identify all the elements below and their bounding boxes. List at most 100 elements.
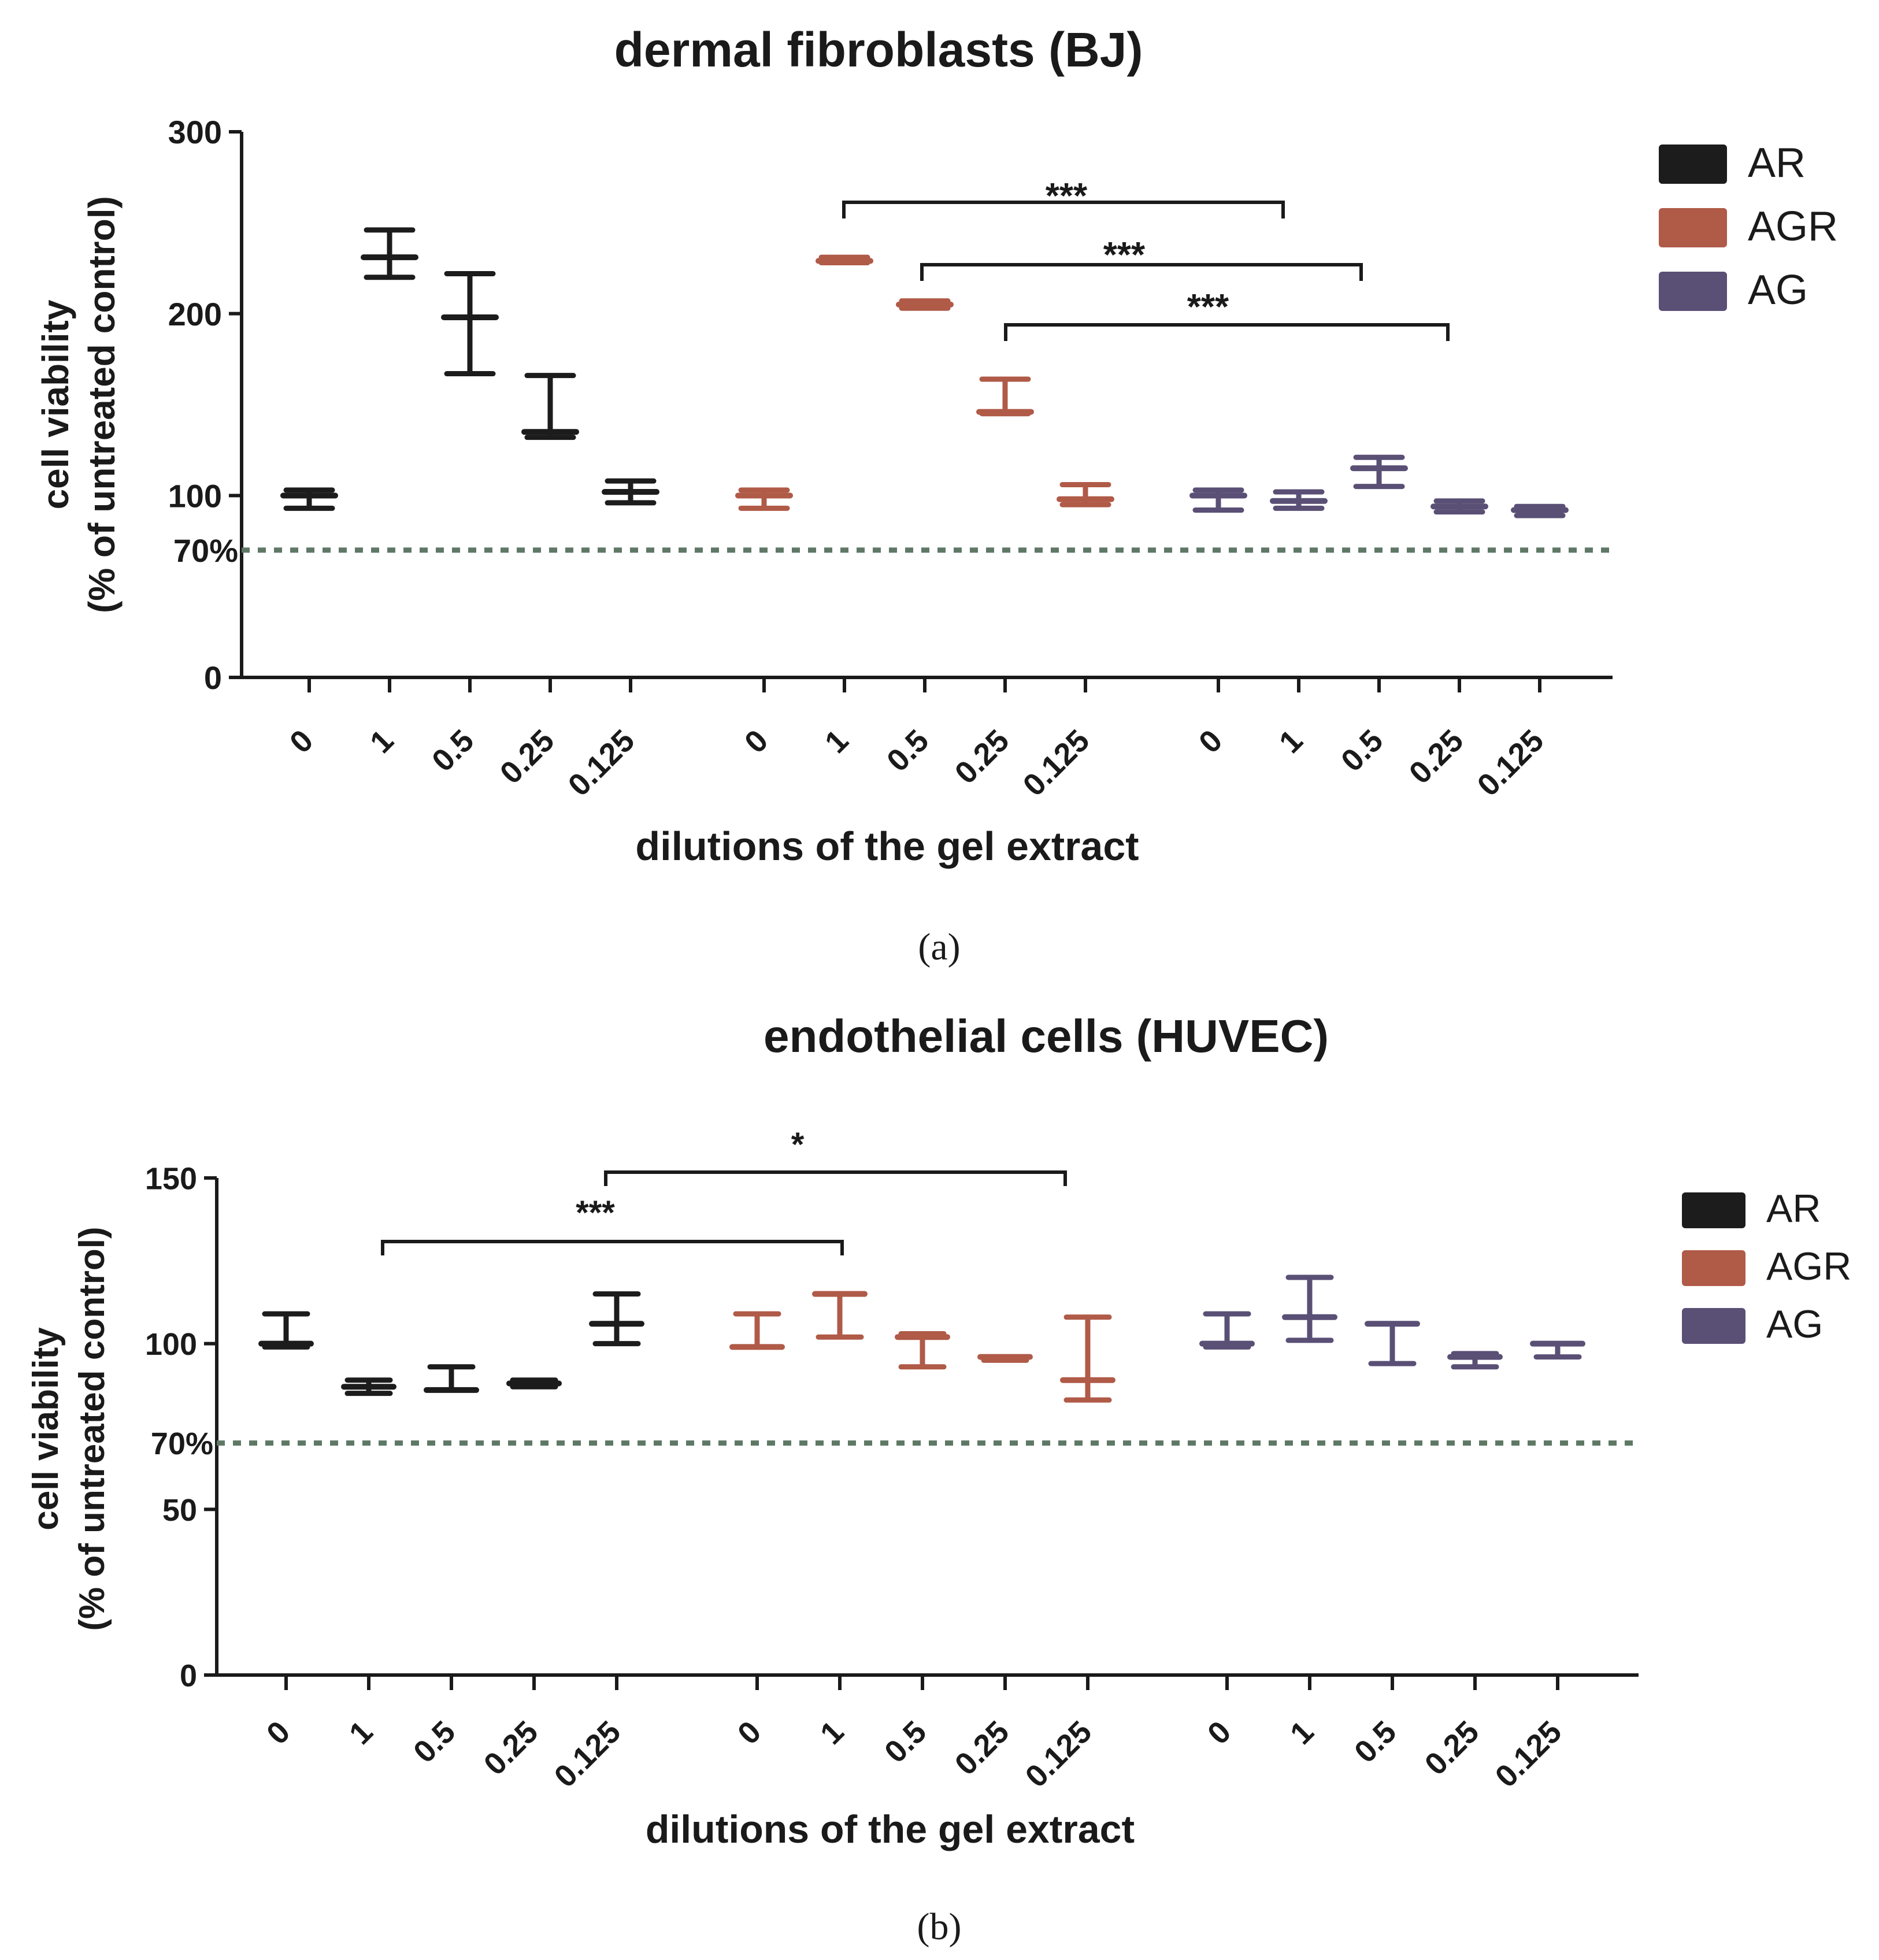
y-tick-label: 100 <box>168 477 222 514</box>
y-axis-label-units: (% of untreated control) <box>72 1227 112 1631</box>
panel-caption: (a) <box>918 926 960 968</box>
legend-swatch-ag <box>1659 272 1727 311</box>
box-ag-0_125 <box>1530 1340 1585 1360</box>
x-tick-label: 0.5 <box>407 1714 462 1770</box>
threshold-label: 70% <box>151 1427 213 1461</box>
y-tick-label: 300 <box>168 114 222 150</box>
y-tick-label: 200 <box>168 296 222 332</box>
x-tick-label: 1 <box>343 1714 380 1751</box>
significance-label: * <box>791 1126 805 1164</box>
legend-swatch-ar <box>1682 1192 1745 1228</box>
box-ar-1 <box>341 1377 396 1396</box>
x-tick-label: 0.125 <box>1471 723 1551 803</box>
x-tick-label: 1 <box>364 723 401 760</box>
x-tick-label: 0.125 <box>1019 1714 1099 1794</box>
box-agr-0_125 <box>1060 1314 1115 1403</box>
x-tick-label: 0.5 <box>880 723 936 779</box>
chart-title: endothelial cells (HUVEC) <box>764 1010 1329 1062</box>
box-ag-1 <box>1270 489 1328 511</box>
significance-bracket <box>842 201 1285 218</box>
chart-title: dermal fibroblasts (BJ) <box>614 23 1143 77</box>
box-agr-0 <box>735 487 793 511</box>
x-tick-label: 0.25 <box>948 1714 1016 1782</box>
panel-a-chart: dermal fibroblasts (BJ) 0 100 200 300 70% 0 1 0.… <box>35 23 1838 968</box>
box-agr-1 <box>812 1291 868 1340</box>
significance-bracket <box>1004 323 1450 341</box>
x-tick-label: 0 <box>731 1714 768 1751</box>
x-tick-label: 0.125 <box>1017 723 1096 803</box>
x-tick-label: 0.25 <box>494 723 561 791</box>
x-tick-label: 0 <box>260 1714 297 1751</box>
y-tick-label: 100 <box>145 1327 197 1362</box>
x-tick-label: 0.5 <box>1348 1714 1403 1770</box>
box-agr-0_25 <box>976 376 1034 417</box>
box-ar-0 <box>258 1311 314 1350</box>
x-tick-label: 0 <box>283 723 320 760</box>
box-agr-0_125 <box>1057 481 1114 507</box>
legend-swatch-ar <box>1659 145 1727 184</box>
box-ar-0 <box>280 487 338 511</box>
legend-swatch-ag <box>1682 1308 1745 1344</box>
x-tick-label: 0.5 <box>878 1714 933 1770</box>
box-agr-0_5 <box>895 1331 950 1370</box>
significance-label: *** <box>1187 287 1229 327</box>
legend-swatch-agr <box>1682 1250 1745 1286</box>
x-tick-label: 0.125 <box>1489 1714 1569 1794</box>
x-tick-label: 0.25 <box>477 1714 545 1782</box>
x-tick-label: 1 <box>814 1714 851 1751</box>
x-axis-label: dilutions of the gel extract <box>646 1807 1135 1851</box>
legend-label-agr: AGR <box>1766 1244 1851 1288</box>
box-ar-0_125 <box>602 478 659 506</box>
legend-label-agr: AGR <box>1748 203 1838 250</box>
x-axis-label: dilutions of the gel extract <box>635 824 1139 869</box>
legend-label-ar: AR <box>1748 140 1806 186</box>
y-tick-label: 50 <box>162 1493 197 1528</box>
x-tick-label: 0 <box>1192 723 1229 760</box>
x-tick-label: 0.25 <box>1418 1714 1486 1782</box>
significance-bracket <box>604 1170 1067 1186</box>
box-ar-0_25 <box>506 1377 562 1390</box>
x-tick-label: 0.5 <box>1335 723 1390 779</box>
y-axis-label-units: (% of untreated control) <box>81 196 123 613</box>
y-axis-label: cell viability <box>26 1327 66 1531</box>
box-ag-0 <box>1189 487 1247 513</box>
box-ag-1 <box>1282 1274 1337 1343</box>
y-axis-label: cell viability <box>35 299 76 509</box>
box-ar-0_5 <box>424 1364 479 1393</box>
legend-label-ag: AG <box>1766 1302 1823 1346</box>
x-tick-label: 0.125 <box>562 723 642 803</box>
x-tick-label: 1 <box>1273 723 1310 760</box>
box-agr-0_25 <box>977 1354 1033 1363</box>
box-ar-0_125 <box>589 1291 644 1347</box>
y-tick-label: 0 <box>180 1658 197 1693</box>
box-ag-0_5 <box>1365 1321 1420 1366</box>
x-tick-label: 0.125 <box>548 1714 628 1794</box>
legend-swatch-agr <box>1659 208 1727 247</box>
x-tick-label: 0.25 <box>948 723 1016 791</box>
significance-label: *** <box>1103 235 1146 275</box>
y-tick-label: 150 <box>145 1161 197 1196</box>
box-ag-0_5 <box>1350 454 1408 490</box>
box-ag-0_25 <box>1447 1351 1503 1370</box>
box-agr-0_5 <box>896 298 954 311</box>
significance-label: *** <box>576 1194 615 1232</box>
legend-label-ar: AR <box>1766 1187 1821 1231</box>
x-tick-label: 0 <box>1201 1714 1238 1751</box>
box-ar-0_25 <box>521 373 579 440</box>
significance-bracket <box>381 1240 844 1255</box>
box-agr-0 <box>729 1311 785 1350</box>
box-ar-0_5 <box>441 271 499 377</box>
y-tick-label: 0 <box>204 659 222 696</box>
legend-label-ag: AG <box>1748 267 1808 313</box>
box-ag-0_25 <box>1430 498 1488 515</box>
significance-bracket <box>920 263 1363 281</box>
x-tick-label: 0.5 <box>425 723 481 779</box>
box-agr-1 <box>816 254 873 266</box>
panel-caption: (b) <box>917 1906 962 1948</box>
significance-label: *** <box>1046 176 1088 216</box>
threshold-label: 70% <box>173 532 238 569</box>
box-ag-0_125 <box>1511 503 1569 518</box>
box-ar-1 <box>361 227 418 280</box>
